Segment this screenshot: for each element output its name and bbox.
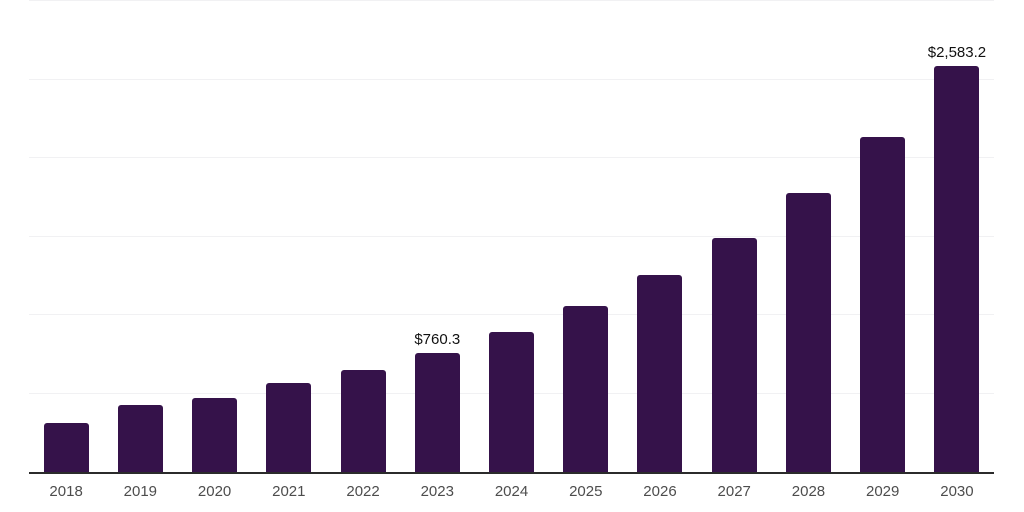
bars-container: $760.3 $2,583.2 (29, 1, 994, 472)
x-axis-tick-2023: 2023 (420, 483, 454, 500)
x-axis-tick-2021: 2021 (272, 483, 306, 500)
bar-band-2018 (29, 1, 103, 472)
bar-band-2025 (549, 1, 623, 472)
bar-value-label: $2,583.2 (927, 44, 987, 62)
gridline (29, 314, 994, 316)
bar-band-2019 (103, 1, 177, 472)
bar-band-2026 (623, 1, 697, 472)
bar-band-2023: $760.3 (400, 1, 474, 472)
bar-band-2024 (474, 1, 548, 472)
gridline (29, 157, 994, 159)
gridline (29, 0, 994, 1)
bar-2028 (785, 192, 831, 472)
bar-2021 (266, 383, 312, 472)
x-axis-tick-2026: 2026 (643, 483, 677, 500)
x-axis-tick-2022: 2022 (346, 483, 380, 500)
bar-2020 (192, 398, 238, 472)
x-axis-tick-2027: 2027 (717, 483, 751, 500)
bar-2030 (934, 66, 980, 472)
x-axis-tick-2029: 2029 (866, 483, 900, 500)
bar-band-2027 (697, 1, 771, 472)
plot-area: $760.3 $2,583.2 (29, 0, 994, 474)
x-axis-tick-2018: 2018 (49, 483, 83, 500)
x-axis-tick-2019: 2019 (123, 483, 158, 500)
x-axis-tick-2020: 2020 (197, 483, 232, 500)
bar-2019 (117, 405, 163, 472)
bar-2026 (637, 274, 683, 472)
x-axis-tick-2030: 2030 (940, 483, 974, 500)
bar-band-2020 (177, 1, 251, 472)
x-axis-tick-2028: 2028 (791, 483, 826, 500)
bar-2027 (711, 238, 757, 472)
bar-2018 (43, 423, 89, 472)
bar-band-2021 (252, 1, 326, 472)
x-axis-tick-2025: 2025 (569, 483, 603, 500)
bar-value-label: $760.3 (414, 330, 461, 348)
bar-band-2029 (846, 1, 920, 472)
x-axis-tick-2024: 2024 (494, 483, 529, 500)
bar-band-2028 (771, 1, 845, 472)
gridline (29, 78, 994, 80)
x-axis-labels: 2018 2019 2020 2021 2022 2023 2024 2025 … (29, 483, 994, 500)
bar-2024 (489, 331, 535, 472)
bar-2023 (414, 352, 460, 472)
bar-2022 (340, 369, 386, 472)
bar-band-2030: $2,583.2 (920, 1, 994, 472)
bar-2025 (563, 305, 609, 472)
gridline (29, 235, 994, 237)
bar-band-2022 (326, 1, 400, 472)
bar-2029 (860, 136, 906, 472)
